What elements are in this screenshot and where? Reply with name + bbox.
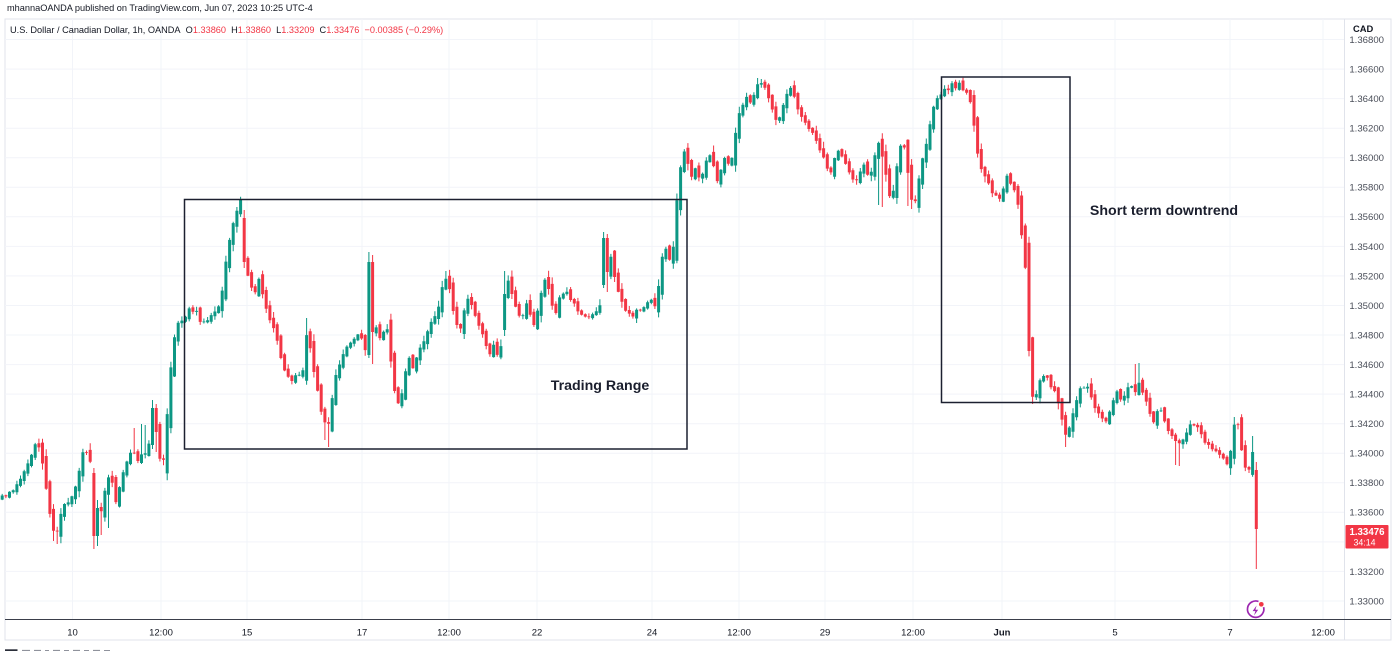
svg-text:22: 22 bbox=[532, 628, 543, 639]
svg-text:1.34200: 1.34200 bbox=[1349, 419, 1384, 430]
svg-text:1.33200: 1.33200 bbox=[1349, 567, 1384, 578]
svg-text:1.33600: 1.33600 bbox=[1349, 508, 1384, 519]
svg-text:1.33800: 1.33800 bbox=[1349, 478, 1384, 489]
svg-text:1.36200: 1.36200 bbox=[1349, 124, 1384, 135]
svg-text:10: 10 bbox=[67, 628, 78, 639]
svg-text:1.34800: 1.34800 bbox=[1349, 330, 1384, 341]
svg-text:1.34000: 1.34000 bbox=[1349, 449, 1384, 460]
svg-text:34:14: 34:14 bbox=[1353, 538, 1375, 548]
svg-text:1.34600: 1.34600 bbox=[1349, 360, 1384, 371]
svg-text:5: 5 bbox=[1112, 628, 1117, 639]
svg-text:12:00: 12:00 bbox=[149, 628, 173, 639]
svg-text:24: 24 bbox=[647, 628, 658, 639]
svg-text:12:00: 12:00 bbox=[901, 628, 925, 639]
svg-text:12:00: 12:00 bbox=[727, 628, 751, 639]
svg-text:1.35600: 1.35600 bbox=[1349, 212, 1384, 223]
svg-text:15: 15 bbox=[242, 628, 253, 639]
svg-text:12:00: 12:00 bbox=[1311, 628, 1335, 639]
svg-text:Short term downtrend: Short term downtrend bbox=[1090, 203, 1238, 219]
svg-text:1.36800: 1.36800 bbox=[1349, 35, 1384, 46]
svg-text:1.33000: 1.33000 bbox=[1349, 596, 1384, 607]
svg-text:Trading Range: Trading Range bbox=[551, 378, 650, 394]
svg-text:1.35200: 1.35200 bbox=[1349, 271, 1384, 282]
svg-text:1.35800: 1.35800 bbox=[1349, 183, 1384, 194]
svg-text:12:00: 12:00 bbox=[437, 628, 461, 639]
svg-text:1.35000: 1.35000 bbox=[1349, 301, 1384, 312]
svg-text:29: 29 bbox=[820, 628, 831, 639]
svg-text:CAD: CAD bbox=[1353, 23, 1374, 34]
svg-text:1.36600: 1.36600 bbox=[1349, 65, 1384, 76]
svg-text:1.36000: 1.36000 bbox=[1349, 153, 1384, 164]
svg-text:Jun: Jun bbox=[994, 628, 1011, 639]
svg-text:17: 17 bbox=[357, 628, 368, 639]
svg-text:7: 7 bbox=[1227, 628, 1232, 639]
svg-text:1.36400: 1.36400 bbox=[1349, 94, 1384, 105]
svg-text:1.35400: 1.35400 bbox=[1349, 242, 1384, 253]
svg-text:1.34400: 1.34400 bbox=[1349, 390, 1384, 401]
svg-text:1.33476: 1.33476 bbox=[1349, 527, 1385, 538]
